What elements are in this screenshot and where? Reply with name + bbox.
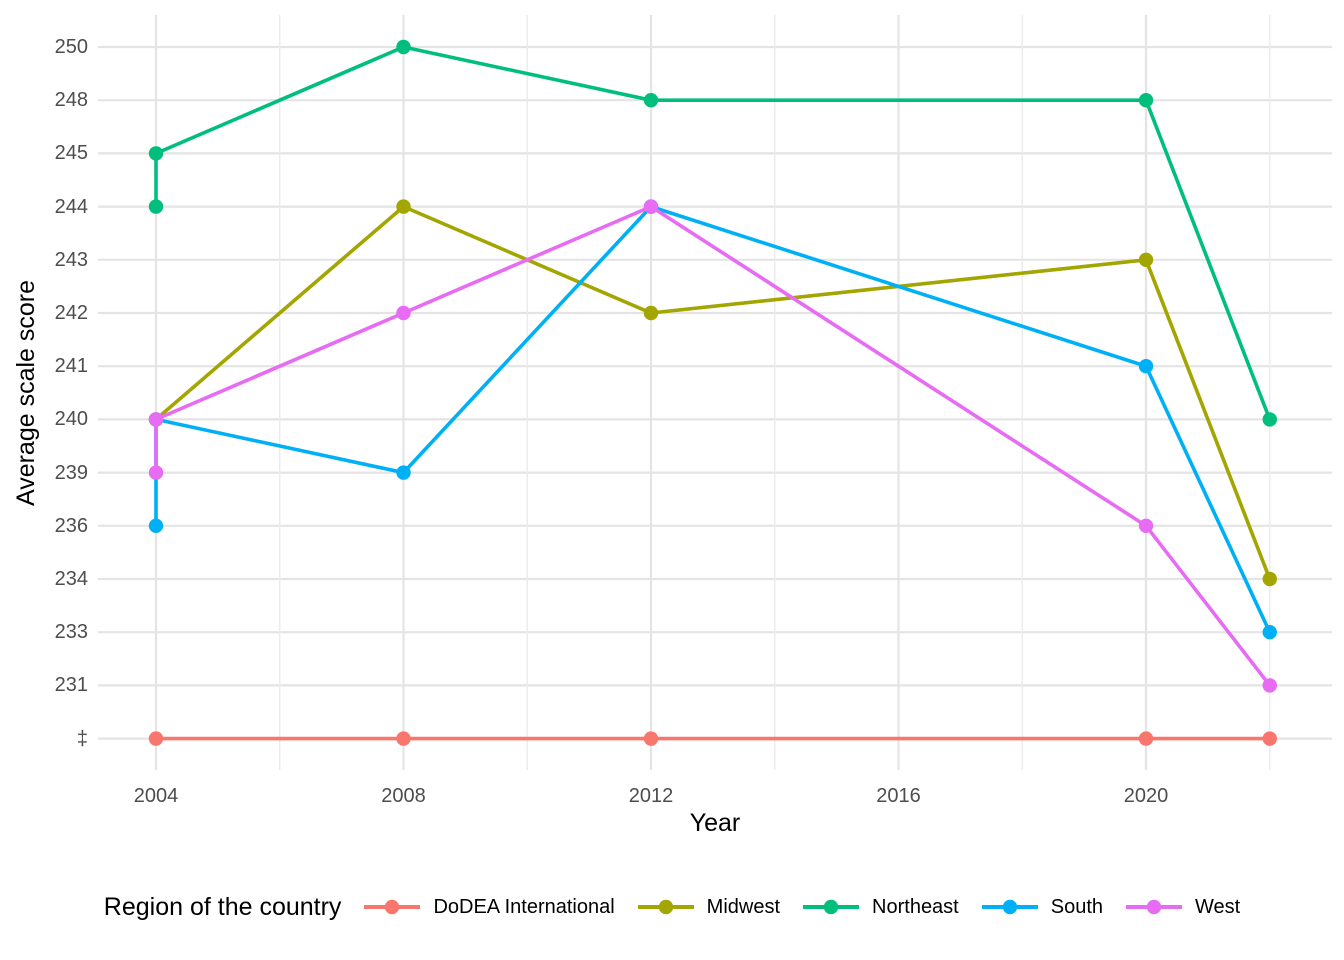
legend-item-south: South <box>981 896 1103 919</box>
data-point-northeast-2012 <box>643 93 659 108</box>
data-point-south-2004 <box>148 518 164 533</box>
legend: Region of the country DoDEA Internationa… <box>0 882 1344 932</box>
data-point-south-2020 <box>1138 359 1154 374</box>
legend-label: West <box>1195 895 1241 918</box>
legend-label: Midwest <box>706 895 781 918</box>
data-point-west-2022 <box>1262 678 1277 693</box>
legend-item-midwest: Midwest <box>637 896 780 919</box>
legend-item-northeast: Northeast <box>802 896 959 919</box>
legend-item-west: West <box>1125 896 1240 919</box>
x-tick-label-2012: 2012 <box>628 785 674 807</box>
series-line-northeast <box>154 45 1272 421</box>
legend-key-icon <box>1126 899 1183 915</box>
y-tick-label-243: 243 <box>54 248 88 271</box>
data-point-northeast-2008 <box>396 39 411 55</box>
data-point-northeast-2004 <box>148 199 164 214</box>
y-tick-label-239: 239 <box>54 461 88 484</box>
legend-key-icon <box>364 899 421 915</box>
data-point-northeast-2020 <box>1138 93 1154 108</box>
x-tick-label-2008: 2008 <box>381 785 426 807</box>
legend-label: DoDEA International <box>433 895 615 918</box>
y-axis-title: Average scale score <box>12 279 40 507</box>
series-line-midwest <box>154 204 1272 580</box>
legend-label: South <box>1050 895 1104 918</box>
data-point-south-2008 <box>396 465 411 480</box>
data-point-midwest-2008 <box>396 199 411 214</box>
legend-item-dodea-international: DoDEA International <box>363 895 615 919</box>
legend-title: Region of the country <box>103 892 342 921</box>
legend-key-icon <box>981 899 1038 915</box>
legend-key-icon <box>803 899 860 915</box>
y-tick-label-250: 250 <box>54 36 88 58</box>
legend-key-icon <box>637 899 694 915</box>
data-point-west-2012 <box>643 199 659 214</box>
data-point-west-2004 <box>148 465 164 480</box>
y-tick-label-244: 244 <box>54 195 88 218</box>
data-point-dodea-international-2020 <box>1138 731 1154 746</box>
y-tick-label-‡: ‡ <box>76 727 88 750</box>
x-tick-label-2016: 2016 <box>876 785 921 807</box>
y-tick-label-241: 241 <box>54 355 88 378</box>
x-tick-label-2004: 2004 <box>133 785 179 807</box>
data-point-midwest-2012 <box>643 305 659 321</box>
x-axis-title: Year <box>689 809 741 837</box>
data-point-midwest-2022 <box>1262 571 1277 587</box>
legend-items: DoDEA International Midwest Northeast South… <box>363 896 1240 919</box>
y-tick-label-236: 236 <box>54 514 88 537</box>
data-point-west-2020 <box>1138 518 1154 533</box>
data-point-dodea-international-2012 <box>643 731 659 746</box>
y-tick-label-248: 248 <box>54 89 88 112</box>
data-point-west-2008 <box>396 305 411 321</box>
y-tick-label-231: 231 <box>54 674 88 697</box>
series-line-west <box>154 204 1272 687</box>
y-tick-label-234: 234 <box>54 568 88 590</box>
y-tick-label-245: 245 <box>54 142 88 165</box>
data-point-northeast-2022 <box>1262 412 1277 427</box>
data-point-dodea-international-2004 <box>148 731 164 746</box>
data-point-west-2004 <box>148 412 164 427</box>
data-point-dodea-international-2008 <box>396 731 411 746</box>
x-tick-label-2020: 2020 <box>1123 785 1169 807</box>
y-tick-label-233: 233 <box>54 621 88 644</box>
data-point-south-2022 <box>1262 625 1277 640</box>
legend-label: Northeast <box>872 895 959 918</box>
data-point-midwest-2020 <box>1138 252 1154 267</box>
data-point-dodea-international-2022 <box>1262 731 1277 746</box>
y-tick-label-242: 242 <box>54 302 88 324</box>
data-point-northeast-2004 <box>148 146 164 161</box>
y-tick-label-240: 240 <box>54 408 88 431</box>
